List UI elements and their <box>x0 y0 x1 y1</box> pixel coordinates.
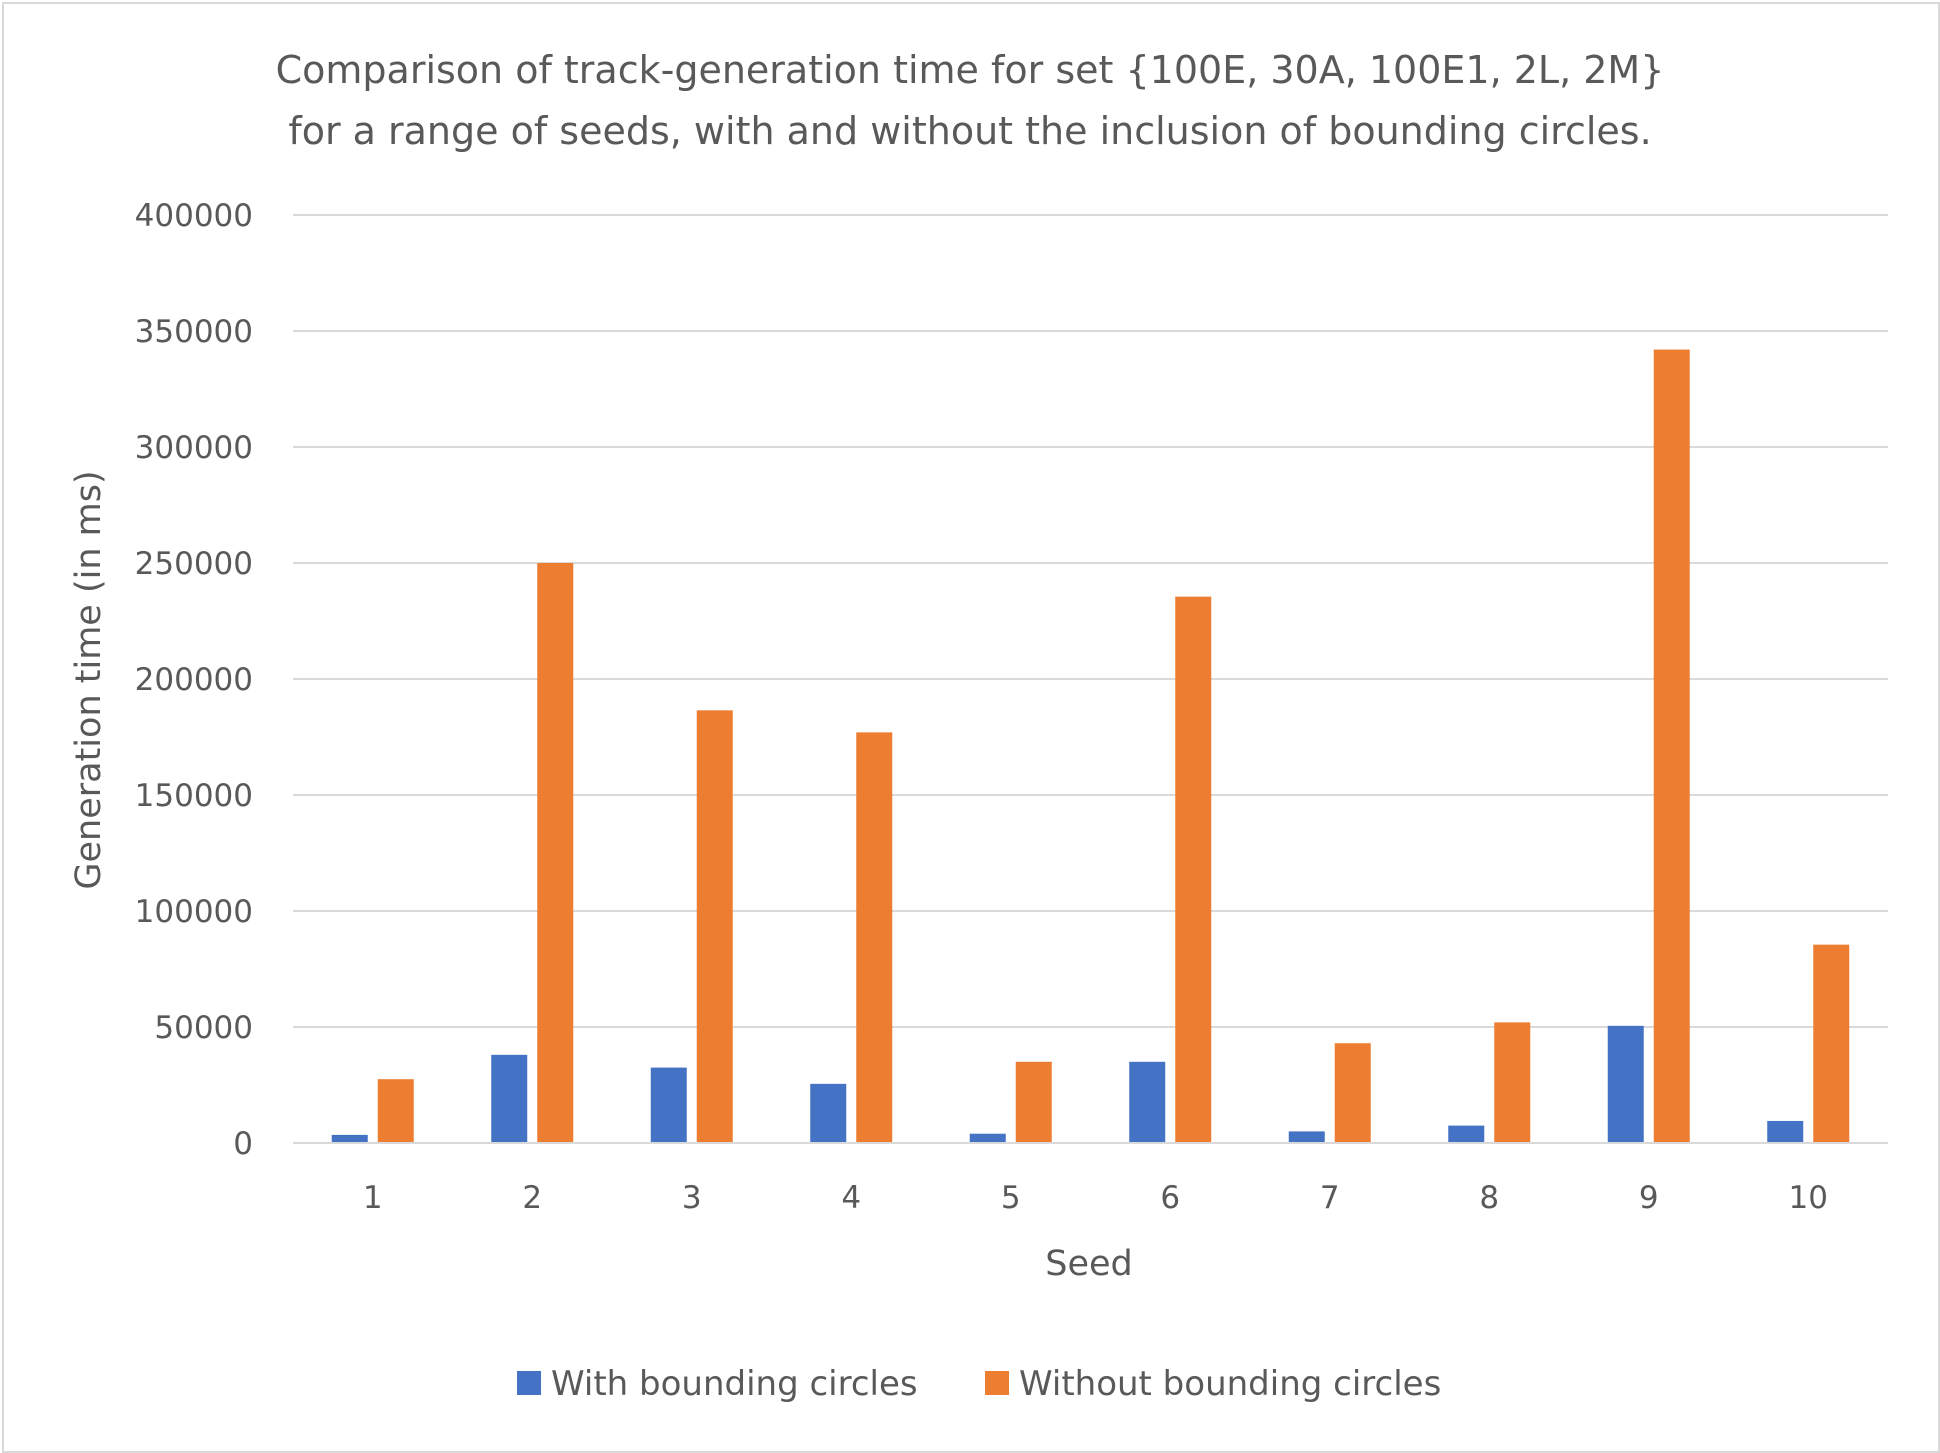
x-tick-label: 5 <box>1001 1180 1021 1216</box>
x-tick-label: 9 <box>1639 1180 1659 1216</box>
y-tick-label: 300000 <box>135 430 253 466</box>
bar-seed-6-without-bounding-circles <box>1175 596 1212 1143</box>
bar-seed-10-with-bounding-circles <box>1767 1120 1804 1143</box>
x-tick-label: 7 <box>1320 1180 1340 1216</box>
bar-seed-9-with-bounding-circles <box>1607 1025 1644 1143</box>
legend: With bounding circles Without bounding c… <box>517 1364 1441 1404</box>
legend-label-without-bounding-circles: Without bounding circles <box>1019 1364 1441 1404</box>
y-tick-label: 250000 <box>135 546 253 582</box>
chart-title-line-2: for a range of seeds, with and without t… <box>288 109 1651 153</box>
bar-seed-3-with-bounding-circles <box>650 1067 687 1143</box>
bar-seed-8-with-bounding-circles <box>1448 1125 1485 1143</box>
y-tick-label: 150000 <box>135 778 253 814</box>
bar-seed-6-with-bounding-circles <box>1129 1061 1166 1143</box>
y-axis-title: Generation time (in ms) <box>69 470 109 889</box>
bars <box>331 349 1850 1143</box>
y-tick-label: 350000 <box>135 314 253 350</box>
bar-seed-3-without-bounding-circles <box>696 710 733 1143</box>
bar-seed-2-without-bounding-circles <box>537 563 574 1143</box>
bar-seed-5-without-bounding-circles <box>1015 1061 1052 1143</box>
legend-label-with-bounding-circles: With bounding circles <box>551 1364 918 1404</box>
x-tick-label: 8 <box>1479 1180 1499 1216</box>
legend-swatch-with-bounding-circles <box>517 1371 541 1395</box>
bar-seed-8-without-bounding-circles <box>1494 1022 1531 1143</box>
x-tick-label: 4 <box>841 1180 861 1216</box>
x-tick-label: 2 <box>522 1180 542 1216</box>
x-tick-label: 6 <box>1160 1180 1180 1216</box>
x-axis-ticks: 1 2 3 4 5 6 7 8 9 10 <box>363 1180 1828 1216</box>
bar-seed-9-without-bounding-circles <box>1653 349 1690 1143</box>
x-tick-label: 3 <box>682 1180 702 1216</box>
chart-title-line-1: Comparison of track-generation time for … <box>276 48 1665 92</box>
bar-seed-7-without-bounding-circles <box>1334 1043 1371 1143</box>
y-tick-label: 200000 <box>135 662 253 698</box>
bar-seed-10-without-bounding-circles <box>1813 944 1850 1143</box>
bar-seed-1-with-bounding-circles <box>331 1134 368 1143</box>
bar-seed-4-with-bounding-circles <box>810 1083 847 1143</box>
bar-seed-5-with-bounding-circles <box>969 1133 1006 1143</box>
bar-seed-7-with-bounding-circles <box>1288 1131 1325 1143</box>
bar-seed-1-without-bounding-circles <box>377 1079 414 1143</box>
gridlines <box>293 214 1888 1028</box>
y-tick-label: 400000 <box>135 198 253 234</box>
y-tick-label: 0 <box>233 1126 253 1162</box>
x-tick-label: 1 <box>363 1180 383 1216</box>
y-axis-ticks: 0 50000 100000 150000 200000 250000 300000 3500… <box>135 198 253 1162</box>
bar-seed-2-with-bounding-circles <box>491 1054 528 1143</box>
y-tick-label: 50000 <box>154 1010 253 1046</box>
bar-seed-4-without-bounding-circles <box>856 732 893 1143</box>
y-tick-label: 100000 <box>135 894 253 930</box>
x-tick-label: 10 <box>1789 1180 1828 1216</box>
x-axis-title: Seed <box>1045 1244 1133 1284</box>
legend-swatch-without-bounding-circles <box>985 1371 1009 1395</box>
